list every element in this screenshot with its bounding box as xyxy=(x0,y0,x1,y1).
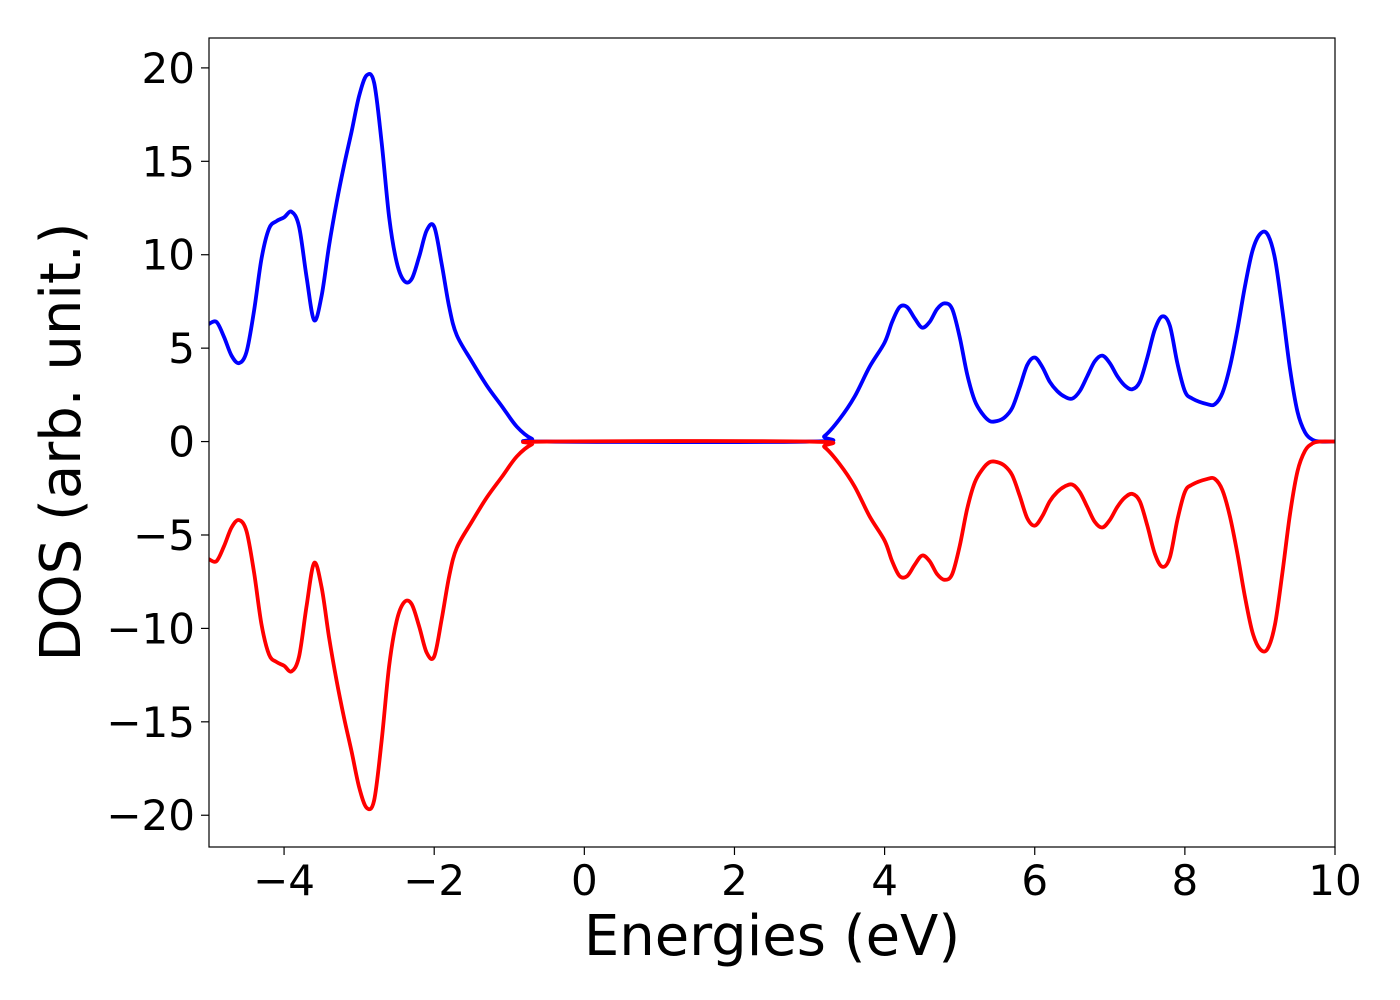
x-tick-label: 6 xyxy=(1021,856,1048,905)
x-tick-label: 0 xyxy=(571,856,598,905)
y-tick-label: 15 xyxy=(142,137,195,186)
plot-area xyxy=(209,71,1335,812)
y-axis-label: DOS (arb. unit.) xyxy=(29,222,94,661)
y-tick-label: 5 xyxy=(168,324,195,373)
y-tick-label: −15 xyxy=(106,698,195,747)
y-tick-label: 0 xyxy=(168,418,195,467)
y-tick-label: −5 xyxy=(133,511,195,560)
y-tick-label: −10 xyxy=(106,604,195,653)
y-tick-label: 10 xyxy=(142,231,195,280)
x-tick-label: 4 xyxy=(871,856,898,905)
x-tick-label: 2 xyxy=(721,856,748,905)
series-line xyxy=(209,71,1335,445)
x-tick-label: 10 xyxy=(1308,856,1361,905)
x-axis-label: Energies (eV) xyxy=(584,904,960,969)
y-tick-label: −20 xyxy=(106,791,195,840)
x-tick-label: 8 xyxy=(1171,856,1198,905)
axes-frame xyxy=(208,37,1336,848)
x-tick-label: −4 xyxy=(253,856,315,905)
y-tick-label: 20 xyxy=(142,44,195,93)
series-line xyxy=(209,439,1335,812)
x-tick-label: −2 xyxy=(403,856,465,905)
